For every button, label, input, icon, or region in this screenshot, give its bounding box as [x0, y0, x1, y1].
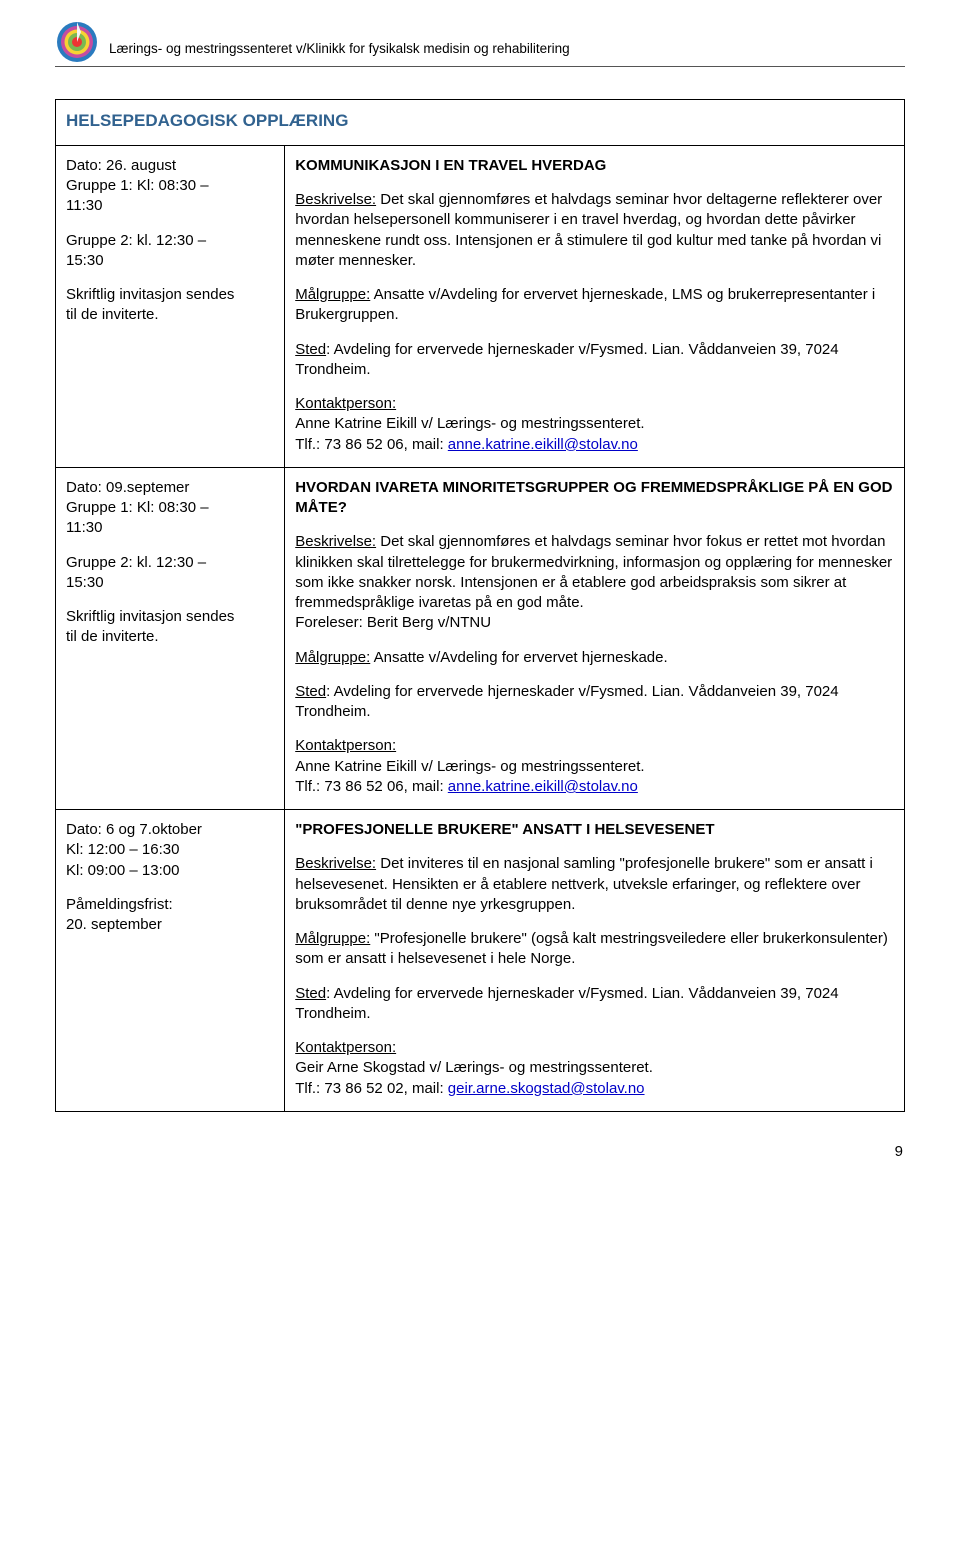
target-group-label: Målgruppe:	[295, 930, 370, 947]
location-block: Sted: Avdeling for ervervede hjerneskade…	[295, 984, 894, 1025]
deadline-label: Påmeldingsfrist:	[66, 896, 173, 913]
description-label: Beskrivelse:	[295, 191, 376, 208]
target-group-text: "Profesjonelle brukere" (også kalt mestr…	[295, 930, 888, 967]
contact-block: Kontaktperson: Anne Katrine Eikill v/ Læ…	[295, 736, 894, 797]
meta-block: Påmeldingsfrist: 20. september	[66, 895, 274, 936]
group2-line1: Gruppe 2: kl. 12:30 –	[66, 232, 206, 249]
contact-name: Anne Katrine Eikill v/ Lærings- og mestr…	[295, 415, 644, 432]
location-block: Sted: Avdeling for ervervede hjerneskade…	[295, 340, 894, 381]
meta-block: Gruppe 2: kl. 12:30 – 15:30	[66, 553, 274, 594]
location-label: Sted	[295, 683, 326, 700]
contact-phone: Tlf.: 73 86 52 06, mail:	[295, 778, 448, 795]
invitation-line2: til de inviterte.	[66, 628, 159, 645]
group1-line1: Gruppe 1: Kl: 08:30 –	[66, 499, 209, 516]
group2-line1: Gruppe 2: kl. 12:30 –	[66, 554, 206, 571]
event-detail-cell: "PROFESJONELLE BRUKERE" ANSATT I HELSEVE…	[285, 810, 905, 1112]
event-date: Dato: 6 og 7.oktober	[66, 821, 202, 838]
contact-label: Kontaktperson:	[295, 1039, 396, 1056]
event-date: Dato: 09.septemer	[66, 479, 189, 496]
meta-block: Dato: 6 og 7.oktober Kl: 12:00 – 16:30 K…	[66, 820, 274, 881]
table-row: Dato: 26. august Gruppe 1: Kl: 08:30 – 1…	[56, 145, 905, 467]
event-detail-cell: HVORDAN IVARETA MINORITETSGRUPPER OG FRE…	[285, 467, 905, 809]
table-row: Dato: 09.septemer Gruppe 1: Kl: 08:30 – …	[56, 467, 905, 809]
contact-email-link[interactable]: anne.katrine.eikill@stolav.no	[448, 436, 638, 453]
group1-line2: 11:30	[66, 519, 102, 536]
event-detail-cell: KOMMUNIKASJON I EN TRAVEL HVERDAG Beskri…	[285, 145, 905, 467]
contact-label: Kontaktperson:	[295, 395, 396, 412]
target-group-block: Målgruppe: "Profesjonelle brukere" (også…	[295, 929, 894, 970]
time-line1: Kl: 12:00 – 16:30	[66, 841, 179, 858]
meta-block: Gruppe 2: kl. 12:30 – 15:30	[66, 231, 274, 272]
header-subtitle: Lærings- og mestringssenteret v/Klinikk …	[109, 40, 570, 60]
org-logo	[55, 20, 99, 64]
location-text: : Avdeling for ervervede hjerneskader v/…	[295, 341, 838, 378]
description-label: Beskrivelse:	[295, 855, 376, 872]
location-label: Sted	[295, 341, 326, 358]
description-block: Beskrivelse: Det skal gjennomføres et ha…	[295, 190, 894, 271]
meta-block: Skriftlig invitasjon sendes til de invit…	[66, 607, 274, 648]
event-title: "PROFESJONELLE BRUKERE" ANSATT I HELSEVE…	[295, 820, 894, 840]
location-text: : Avdeling for ervervede hjerneskader v/…	[295, 683, 838, 720]
contact-phone: Tlf.: 73 86 52 02, mail:	[295, 1080, 448, 1097]
section-title: HELSEPEDAGOGISK OPPLÆRING	[66, 110, 894, 133]
content-table: HELSEPEDAGOGISK OPPLÆRING Dato: 26. augu…	[55, 99, 905, 1112]
event-meta-cell: Dato: 6 og 7.oktober Kl: 12:00 – 16:30 K…	[56, 810, 285, 1112]
section-title-cell: HELSEPEDAGOGISK OPPLÆRING	[56, 100, 905, 146]
contact-label: Kontaktperson:	[295, 737, 396, 754]
invitation-line1: Skriftlig invitasjon sendes	[66, 286, 234, 303]
contact-name: Anne Katrine Eikill v/ Lærings- og mestr…	[295, 758, 644, 775]
contact-block: Kontaktperson: Anne Katrine Eikill v/ Læ…	[295, 394, 894, 455]
location-label: Sted	[295, 985, 326, 1002]
description-text: Det skal gjennomføres et halvdags semina…	[295, 191, 882, 269]
group2-line2: 15:30	[66, 252, 104, 269]
event-date: Dato: 26. august	[66, 157, 176, 174]
meta-block: Dato: 09.septemer Gruppe 1: Kl: 08:30 – …	[66, 478, 274, 539]
contact-phone: Tlf.: 73 86 52 06, mail:	[295, 436, 448, 453]
contact-name: Geir Arne Skogstad v/ Lærings- og mestri…	[295, 1059, 653, 1076]
event-title: KOMMUNIKASJON I EN TRAVEL HVERDAG	[295, 156, 894, 176]
description-text: Det skal gjennomføres et halvdags semina…	[295, 533, 892, 611]
time-line2: Kl: 09:00 – 13:00	[66, 862, 179, 879]
meta-block: Skriftlig invitasjon sendes til de invit…	[66, 285, 274, 326]
target-group-block: Målgruppe: Ansatte v/Avdeling for erverv…	[295, 648, 894, 668]
contact-block: Kontaktperson: Geir Arne Skogstad v/ Lær…	[295, 1038, 894, 1099]
lecturer-text: Foreleser: Berit Berg v/NTNU	[295, 614, 491, 631]
target-group-label: Målgruppe:	[295, 649, 370, 666]
invitation-line1: Skriftlig invitasjon sendes	[66, 608, 234, 625]
contact-email-link[interactable]: geir.arne.skogstad@stolav.no	[448, 1080, 645, 1097]
description-block: Beskrivelse: Det inviteres til en nasjon…	[295, 854, 894, 915]
target-group-label: Målgruppe:	[295, 286, 370, 303]
contact-email-link[interactable]: anne.katrine.eikill@stolav.no	[448, 778, 638, 795]
target-group-text: Ansatte v/Avdeling for ervervet hjernesk…	[370, 649, 667, 666]
target-icon	[55, 20, 99, 64]
description-text: Det inviteres til en nasjonal samling "p…	[295, 855, 873, 913]
description-block: Beskrivelse: Det skal gjennomføres et ha…	[295, 532, 894, 633]
description-label: Beskrivelse:	[295, 533, 376, 550]
target-group-text: Ansatte v/Avdeling for ervervet hjernesk…	[295, 286, 875, 323]
event-meta-cell: Dato: 09.septemer Gruppe 1: Kl: 08:30 – …	[56, 467, 285, 809]
page: Lærings- og mestringssenteret v/Klinikk …	[0, 0, 960, 1192]
event-meta-cell: Dato: 26. august Gruppe 1: Kl: 08:30 – 1…	[56, 145, 285, 467]
invitation-line2: til de inviterte.	[66, 306, 159, 323]
table-row: Dato: 6 og 7.oktober Kl: 12:00 – 16:30 K…	[56, 810, 905, 1112]
target-group-block: Målgruppe: Ansatte v/Avdeling for erverv…	[295, 285, 894, 326]
group1-line2: 11:30	[66, 197, 102, 214]
event-title: HVORDAN IVARETA MINORITETSGRUPPER OG FRE…	[295, 478, 894, 519]
group1-line1: Gruppe 1: Kl: 08:30 –	[66, 177, 209, 194]
location-block: Sted: Avdeling for ervervede hjerneskade…	[295, 682, 894, 723]
deadline-date: 20. september	[66, 916, 162, 933]
location-text: : Avdeling for ervervede hjerneskader v/…	[295, 985, 838, 1022]
meta-block: Dato: 26. august Gruppe 1: Kl: 08:30 – 1…	[66, 156, 274, 217]
page-number: 9	[55, 1142, 905, 1162]
group2-line2: 15:30	[66, 574, 104, 591]
page-header: Lærings- og mestringssenteret v/Klinikk …	[55, 20, 905, 67]
